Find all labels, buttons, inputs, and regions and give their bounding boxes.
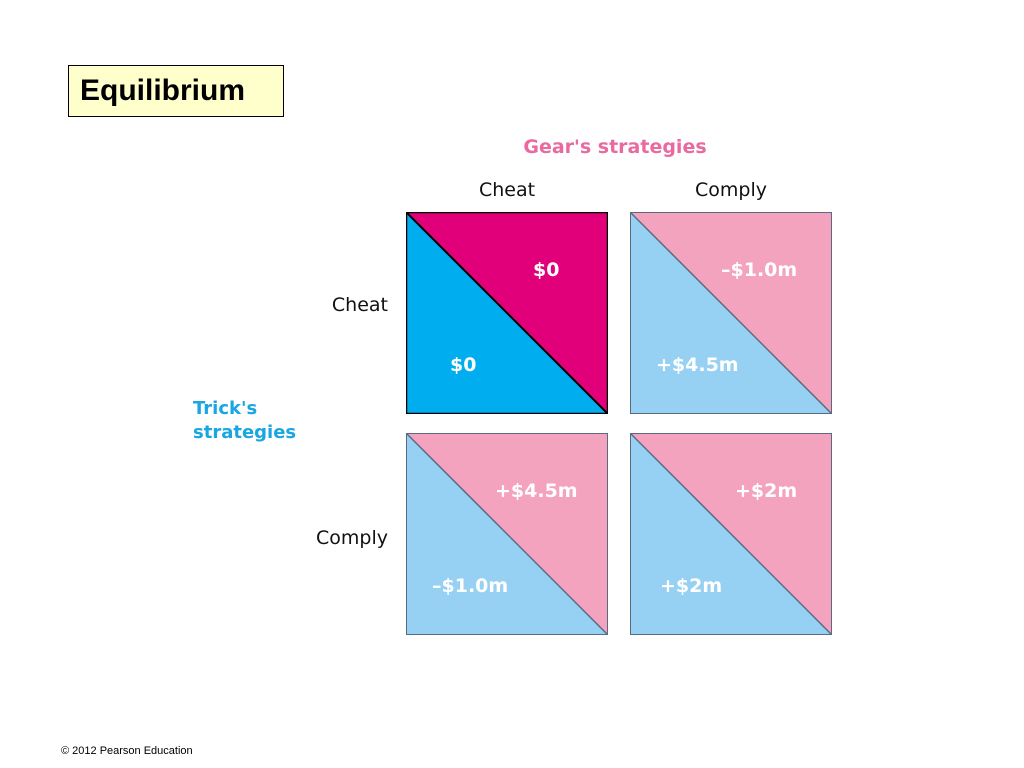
gear-payoff-value: $0 bbox=[533, 259, 560, 281]
gear-strategies-label: Gear's strategies bbox=[523, 136, 707, 158]
trick-strategies-label: Trick's strategies bbox=[193, 397, 296, 445]
trick-payoff-value: +$4.5m bbox=[656, 354, 739, 376]
cell-diagonal bbox=[630, 433, 832, 635]
cell-diagonal bbox=[406, 212, 608, 414]
cell-border bbox=[406, 433, 608, 635]
payoff-cell-comply-cheat: +$4.5m –$1.0m bbox=[406, 433, 608, 635]
cell-diagonal bbox=[630, 212, 832, 414]
row-label-comply: Comply bbox=[316, 527, 388, 549]
cell-border bbox=[406, 212, 608, 414]
payoff-cell-cheat-cheat: $0 $0 bbox=[406, 212, 608, 414]
gear-payoff-value: +$4.5m bbox=[495, 480, 578, 502]
payoff-cell-graphic bbox=[630, 212, 832, 414]
cell-border bbox=[630, 212, 832, 414]
payoff-cell-graphic bbox=[406, 433, 608, 635]
trick-strategies-label-line2: strategies bbox=[193, 422, 297, 443]
payoff-cell-cheat-comply: –$1.0m +$4.5m bbox=[630, 212, 832, 414]
payoff-cell-graphic bbox=[630, 433, 832, 635]
page-title: Equilibrium bbox=[80, 74, 245, 107]
trick-payoff-value: +$2m bbox=[660, 575, 723, 597]
row-label-cheat: Cheat bbox=[331, 294, 388, 316]
column-label-comply: Comply bbox=[695, 179, 767, 201]
cell-diagonal bbox=[406, 433, 608, 635]
trick-strategies-label-line1: Trick's bbox=[193, 398, 258, 419]
column-label-cheat: Cheat bbox=[478, 179, 536, 201]
payoff-cell-graphic bbox=[406, 212, 608, 414]
payoff-cell-comply-comply: +$2m +$2m bbox=[630, 433, 832, 635]
copyright-footer: © 2012 Pearson Education bbox=[61, 745, 193, 757]
title-box: Equilibrium bbox=[68, 65, 284, 117]
gear-payoff-value: –$1.0m bbox=[721, 259, 798, 281]
cell-border bbox=[630, 433, 832, 635]
trick-payoff-value: $0 bbox=[450, 354, 477, 376]
trick-payoff-value: –$1.0m bbox=[432, 575, 509, 597]
gear-payoff-value: +$2m bbox=[735, 480, 798, 502]
